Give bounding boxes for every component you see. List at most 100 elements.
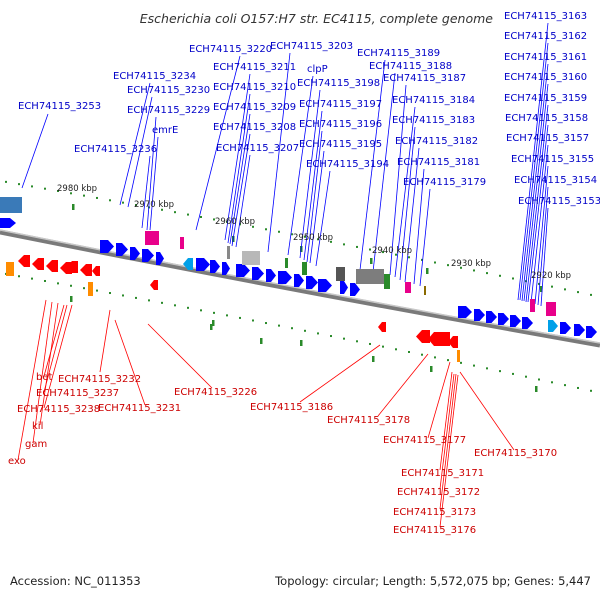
forward-gene-label[interactable]: ECH74115_3159 <box>504 93 587 104</box>
reverse-gene-label[interactable]: ECH74115_3171 <box>401 468 484 479</box>
forward-leader-line <box>141 155 151 229</box>
forward-gene-label[interactable]: ECH74115_3211 <box>213 62 296 73</box>
reverse-gene-arrow <box>448 336 458 348</box>
forward-gene-label[interactable]: ECH74115_3162 <box>504 31 587 42</box>
scale-dot <box>369 248 371 251</box>
reverse-leader-line <box>439 371 453 471</box>
partial-feature-block <box>6 262 14 276</box>
rna-feature <box>546 302 556 316</box>
scale-tick <box>300 340 303 346</box>
reverse-gene-label[interactable]: exo <box>8 456 26 467</box>
scale-dot <box>57 282 59 285</box>
forward-gene-label[interactable]: ECH74115_3183 <box>392 115 475 126</box>
scale-dot <box>200 216 202 218</box>
forward-gene-label[interactable]: ECH74115_3203 <box>270 41 353 52</box>
forward-leader-line <box>303 110 323 261</box>
reverse-gene-label[interactable]: ECH74115_3238 <box>17 404 100 415</box>
scale-dot <box>83 194 85 197</box>
forward-gene-arrow <box>522 317 533 329</box>
scale-label: 2960 kbp <box>215 217 255 227</box>
forward-gene-arrow <box>278 271 292 284</box>
forward-gene-label[interactable]: clpP <box>307 64 328 75</box>
forward-gene-label[interactable]: ECH74115_3194 <box>306 159 389 170</box>
forward-gene-arrow <box>510 315 521 327</box>
scale-dot <box>109 292 111 295</box>
reverse-leader-line <box>39 302 59 426</box>
reverse-gene-label[interactable]: ECH74115_3226 <box>174 387 257 398</box>
forward-gene-label[interactable]: ECH74115_3220 <box>189 44 272 55</box>
scale-dot <box>330 240 332 243</box>
forward-gene-label[interactable]: ECH74115_3209 <box>213 102 296 113</box>
reverse-gene-label[interactable]: gam <box>25 439 47 450</box>
forward-gene-arrow <box>142 249 154 262</box>
reverse-gene-label[interactable]: ECH74115_3177 <box>383 435 466 446</box>
forward-gene-arrow <box>474 309 485 321</box>
forward-gene-label[interactable]: ECH74115_3197 <box>299 99 382 110</box>
forward-leader-line <box>525 104 549 303</box>
forward-gene-label[interactable]: ECH74115_3198 <box>297 78 380 89</box>
reverse-gene-labels: ECH74115_3232 bet ECH74115_3237 ECH74115_32… <box>8 372 557 536</box>
rna-feature <box>180 237 184 249</box>
forward-gene-label[interactable]: ECH74115_3196 <box>299 119 382 130</box>
forward-leader-line <box>299 89 321 259</box>
forward-leader-line <box>21 113 49 189</box>
forward-gene-label[interactable]: ECH74115_3153 <box>518 196 600 207</box>
scale-label: 2930 kbp <box>451 259 491 269</box>
forward-gene-label[interactable]: ECH74115_3208 <box>213 122 296 133</box>
forward-gene-label[interactable]: ECH74115_3210 <box>213 82 296 93</box>
forward-gene-label[interactable]: ECH74115_3157 <box>506 133 589 144</box>
scale-dot <box>174 304 176 307</box>
forward-gene-label[interactable]: ECH74115_3229 <box>127 105 210 116</box>
scale-dot <box>421 353 423 356</box>
forward-gene-label[interactable]: ECH74115_3187 <box>383 73 466 84</box>
forward-gene-label[interactable]: ECH74115_3154 <box>514 175 597 186</box>
reverse-gene-label[interactable]: ECH74115_3237 <box>36 388 119 399</box>
forward-gene-label[interactable]: ECH74115_3182 <box>395 136 478 147</box>
reverse-gene-label[interactable]: kil <box>32 421 43 432</box>
reverse-gene-arrow <box>416 330 430 343</box>
reverse-gene-label[interactable]: ECH74115_3186 <box>250 402 333 413</box>
forward-gene-label[interactable]: ECH74115_3195 <box>299 139 382 150</box>
forward-gene-label[interactable]: ECH74115_3163 <box>504 11 587 22</box>
forward-gene-label[interactable]: ECH74115_3189 <box>357 48 440 59</box>
forward-gene-arrow <box>318 279 332 292</box>
scale-tick <box>535 386 538 392</box>
forward-gene-label[interactable]: ECH74115_3179 <box>403 177 486 188</box>
reverse-leader-line <box>43 304 65 377</box>
forward-gene-label[interactable]: ECH74115_3161 <box>504 52 587 63</box>
forward-gene-label[interactable]: ECH74115_3234 <box>113 71 196 82</box>
scale-dot <box>161 208 163 211</box>
other-feature <box>384 274 390 289</box>
forward-gene-label[interactable]: ECH74115_3253 <box>18 101 101 112</box>
reverse-gene-label[interactable]: bet <box>36 372 53 383</box>
scale-dot <box>538 282 540 285</box>
forward-gene-label[interactable]: ECH74115_3160 <box>504 72 587 83</box>
scale-dot <box>590 293 592 296</box>
scale-dot <box>538 378 540 381</box>
forward-gene-label[interactable]: ECH74115_3188 <box>369 61 452 72</box>
forward-gene-label[interactable]: ECH74115_3236 <box>74 144 157 155</box>
forward-gene-label[interactable]: ECH74115_3181 <box>397 157 480 168</box>
forward-leader-line <box>359 59 386 271</box>
forward-gene-label[interactable]: emrE <box>152 125 178 136</box>
reverse-gene-label[interactable]: ECH74115_3170 <box>474 448 557 459</box>
reverse-leader-line <box>439 374 459 528</box>
reverse-gene-label[interactable]: ECH74115_3231 <box>98 403 181 414</box>
forward-gene-label[interactable]: ECH74115_3230 <box>127 85 210 96</box>
scale-tick <box>540 286 543 292</box>
reverse-gene-label[interactable]: ECH74115_3178 <box>327 415 410 426</box>
forward-gene-label[interactable]: ECH74115_3158 <box>505 113 588 124</box>
scale-dot <box>512 277 514 280</box>
forward-gene-arrow <box>266 269 276 282</box>
forward-gene-label[interactable]: ECH74115_3184 <box>392 95 475 106</box>
scale-dot <box>486 272 488 275</box>
reverse-gene-label[interactable]: ECH74115_3173 <box>393 507 476 518</box>
reverse-gene-arrow <box>18 255 30 267</box>
other-feature <box>336 267 345 281</box>
reverse-gene-label[interactable]: ECH74115_3176 <box>393 525 476 536</box>
reverse-gene-label[interactable]: ECH74115_3232 <box>58 374 141 385</box>
forward-gene-arrow <box>116 243 128 256</box>
forward-gene-label[interactable]: ECH74115_3155 <box>511 154 594 165</box>
reverse-gene-label[interactable]: ECH74115_3172 <box>397 487 480 498</box>
forward-gene-label[interactable]: ECH74115_3207 <box>216 143 299 154</box>
